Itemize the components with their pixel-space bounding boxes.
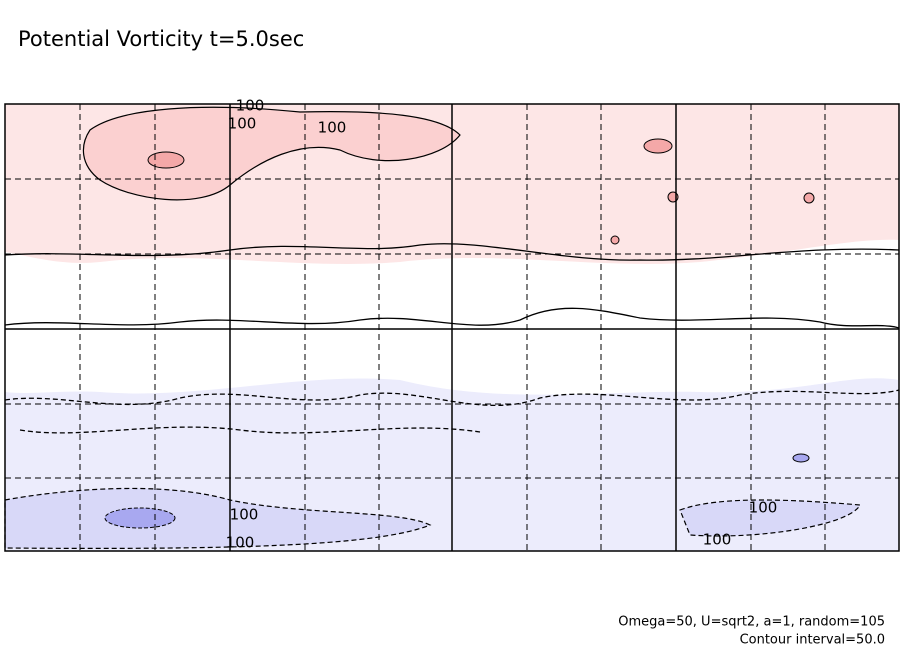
chart-title: Potential Vorticity t=5.0sec	[18, 27, 304, 51]
positive-region	[610, 235, 620, 245]
contour	[4, 389, 900, 406]
negative-region	[104, 507, 176, 529]
contour-label: 100	[703, 531, 732, 549]
contour-label: 100	[236, 97, 265, 115]
negative-region	[792, 453, 810, 463]
grid	[5, 104, 899, 551]
plot-frame	[4, 103, 900, 552]
contour-label: 100	[230, 506, 259, 524]
contour-label: 100	[318, 119, 347, 137]
contour-label: 100	[228, 115, 257, 133]
positive-region	[643, 138, 673, 154]
contour-label: 100	[226, 534, 255, 552]
zero-contour	[4, 307, 900, 329]
contour	[19, 426, 481, 434]
positive-region	[803, 192, 815, 204]
contour-label: 100	[749, 499, 778, 517]
positive-region	[147, 151, 185, 169]
note: Contour interval=50.0	[740, 633, 885, 648]
negative-region	[679, 499, 861, 537]
positive-region	[82, 106, 461, 201]
note: Omega=50, U=sqrt2, a=1, random=105	[618, 615, 885, 630]
contour	[4, 243, 900, 261]
negative-region	[4, 487, 432, 550]
